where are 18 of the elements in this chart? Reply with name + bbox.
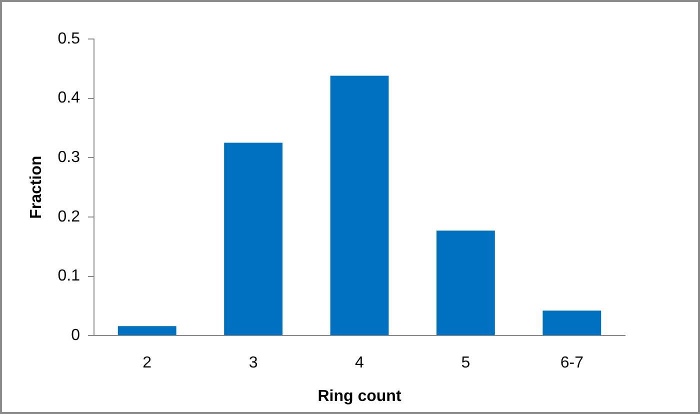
- y-tick-label: 0.5: [58, 30, 80, 48]
- x-tick-label: 6-7: [560, 354, 584, 372]
- y-tick-label: 0.4: [58, 90, 80, 107]
- bar: [542, 310, 602, 336]
- x-axis-title: Ring count: [318, 388, 402, 405]
- y-tick-label: 0.1: [58, 268, 80, 285]
- bar: [330, 76, 389, 336]
- bar: [118, 326, 176, 336]
- x-tick-label: 4: [355, 354, 364, 372]
- x-tick-label: 3: [248, 354, 258, 372]
- y-tick-label: 0: [71, 327, 80, 344]
- bar: [436, 230, 495, 336]
- y-tick-label: 0.3: [58, 149, 80, 166]
- x-tick-label: 2: [142, 354, 152, 372]
- x-tick-label: 5: [461, 354, 470, 372]
- y-tick-label: 0.2: [58, 208, 80, 226]
- bar: [224, 142, 283, 336]
- y-axis-title: Fraction: [28, 156, 46, 219]
